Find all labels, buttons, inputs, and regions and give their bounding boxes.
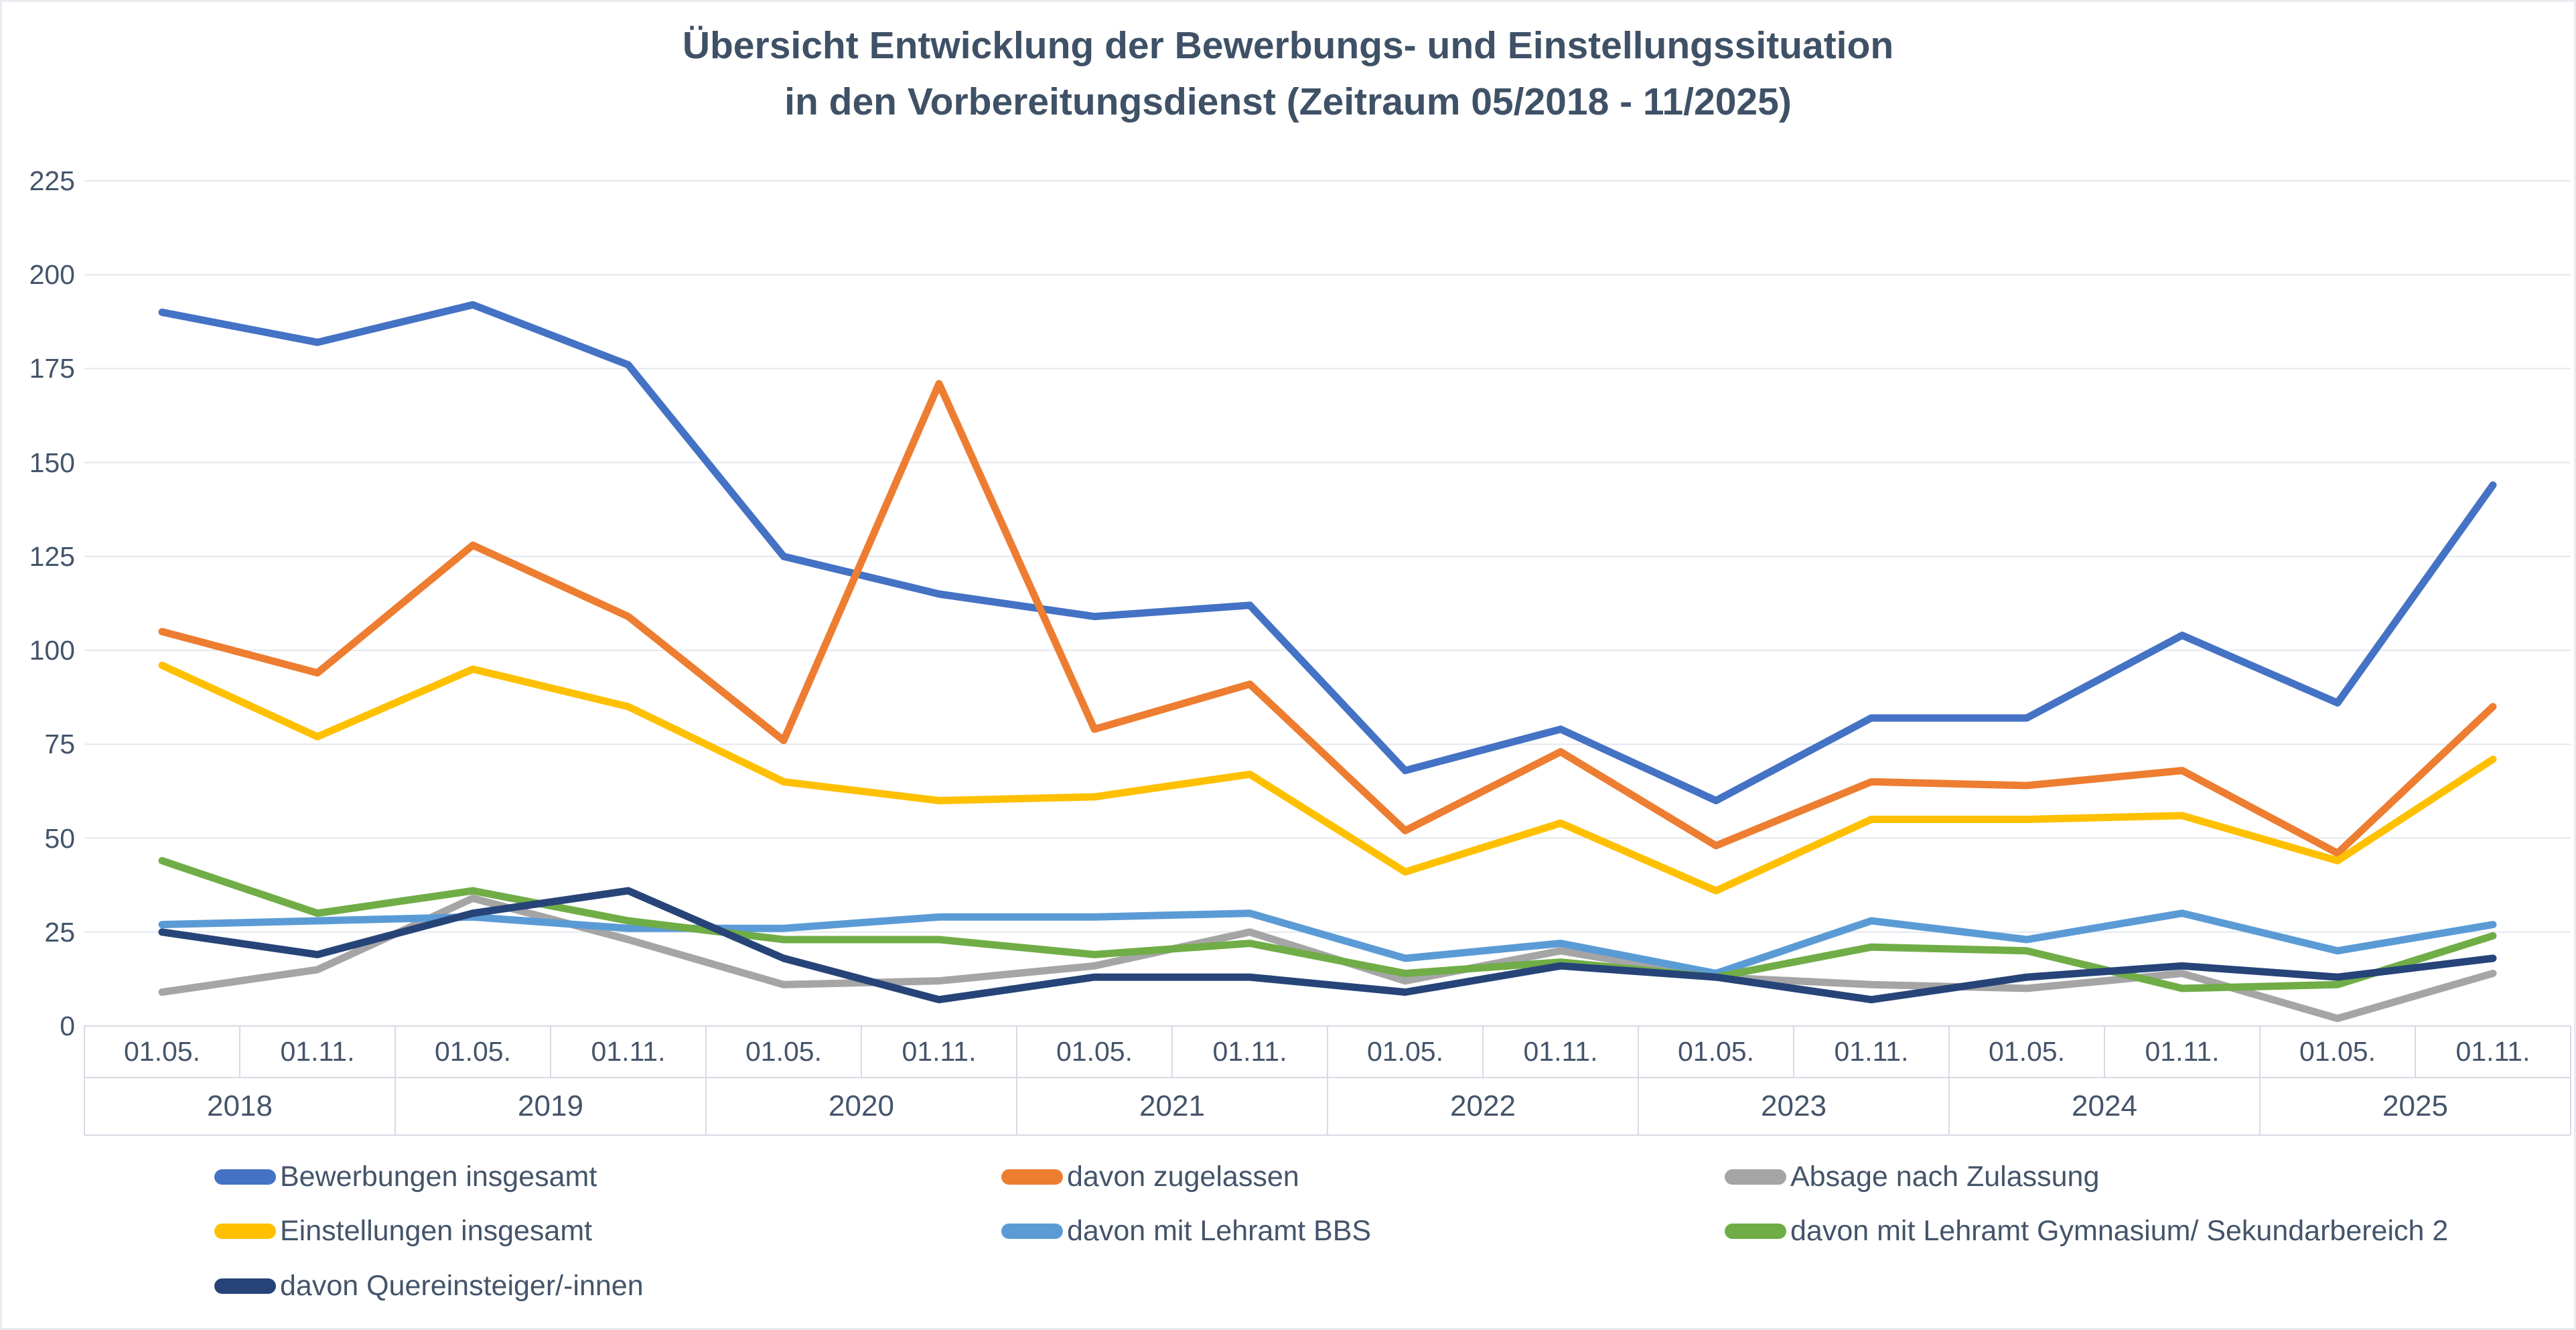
legend-item: Bewerbungen insgesamt [214, 1160, 597, 1193]
legend-label: Einstellungen insgesamt [280, 1214, 593, 1247]
y-axis-tick-label: 0 [60, 1011, 75, 1041]
x-axis-period-label: 01.05. [745, 1036, 822, 1067]
legend-swatch-icon [1725, 1223, 1786, 1239]
legend-item: davon mit Lehramt BBS [1001, 1214, 1371, 1248]
x-axis-period-label: 01.11. [591, 1036, 666, 1067]
chart-title: Übersicht Entwicklung der Bewerbungs- un… [0, 17, 2576, 130]
legend-swatch-icon [1001, 1169, 1063, 1185]
y-axis-tick-label: 50 [44, 822, 75, 854]
y-axis-tick-label: 100 [29, 635, 75, 666]
y-axis-tick-label: 175 [29, 353, 75, 384]
x-axis-period-label: 01.11. [1523, 1036, 1598, 1067]
legend-item: davon mit Lehramt Gymnasium/ Sekundarber… [1725, 1214, 2448, 1248]
legend-item: davon zugelassen [1001, 1160, 1299, 1193]
x-axis-period-label: 01.11. [1212, 1036, 1287, 1067]
x-axis-year-label: 2018 [207, 1090, 273, 1122]
legend-swatch-icon [214, 1278, 276, 1294]
x-axis-year-label: 2022 [1450, 1090, 1516, 1122]
legend-item: Einstellungen insgesamt [214, 1214, 592, 1248]
chart-title-line1: Übersicht Entwicklung der Bewerbungs- un… [682, 24, 1894, 67]
legend-swatch-icon [1725, 1169, 1786, 1185]
x-axis-year-label: 2019 [518, 1090, 583, 1122]
x-axis-period-label: 01.11. [2455, 1036, 2530, 1067]
legend-swatch-icon [214, 1169, 276, 1185]
series-line-davon-quereinsteiger-innen [158, 887, 2497, 1004]
x-axis-period-label: 01.05. [1678, 1036, 1754, 1067]
y-axis-tick-label: 225 [29, 165, 75, 196]
legend-label: davon Quereinsteiger/-innen [280, 1269, 644, 1302]
y-axis-tick-label: 150 [29, 447, 75, 478]
legend-swatch-icon [214, 1223, 276, 1239]
y-axis-tick-label: 25 [44, 916, 75, 948]
y-axis-tick-label: 75 [44, 729, 75, 760]
x-axis-period-label: 01.11. [902, 1036, 977, 1067]
legend-label: Bewerbungen insgesamt [280, 1160, 597, 1193]
x-axis-period-label: 01.11. [1834, 1036, 1909, 1067]
chart-title-line2: in den Vorbereitungsdienst (Zeitraum 05/… [784, 80, 1792, 123]
x-axis-year-label: 2020 [829, 1090, 894, 1122]
legend-label: davon zugelassen [1067, 1160, 1299, 1193]
x-axis-period-label: 01.05. [1367, 1036, 1443, 1067]
legend-label: Absage nach Zulassung [1790, 1160, 2100, 1193]
legend-label: davon mit Lehramt Gymnasium/ Sekundarber… [1790, 1214, 2449, 1247]
x-axis-period-label: 01.11. [2145, 1036, 2220, 1067]
legend-item: Absage nach Zulassung [1725, 1160, 2099, 1193]
x-axis-year-label: 2025 [2382, 1090, 2448, 1122]
x-axis-year-label: 2021 [1139, 1090, 1205, 1122]
legend-label: davon mit Lehramt BBS [1067, 1214, 1372, 1247]
legend-item: davon Quereinsteiger/-innen [214, 1269, 644, 1303]
series-line-davon-mit-lehramt-bbs [158, 909, 2497, 977]
x-axis-period-label: 01.05. [1989, 1036, 2065, 1067]
x-axis-year-label: 2024 [2072, 1090, 2137, 1122]
x-axis-year-label: 2023 [1761, 1090, 1827, 1122]
series-line-bewerbungen-insgesamt [158, 301, 2497, 804]
legend-swatch-icon [1001, 1223, 1063, 1239]
y-axis-tick-label: 200 [29, 259, 75, 291]
series-line-davon-zugelassen [158, 380, 2497, 857]
series-line-einstellungen-insgesamt [158, 662, 2497, 895]
x-axis-period-label: 01.05. [1056, 1036, 1133, 1067]
x-axis-period-label: 01.05. [124, 1036, 200, 1067]
y-axis-tick-label: 125 [29, 540, 75, 572]
x-axis-period-label: 01.05. [435, 1036, 511, 1067]
x-axis-period-label: 01.11. [280, 1036, 355, 1067]
x-axis-period-label: 01.05. [2299, 1036, 2376, 1067]
